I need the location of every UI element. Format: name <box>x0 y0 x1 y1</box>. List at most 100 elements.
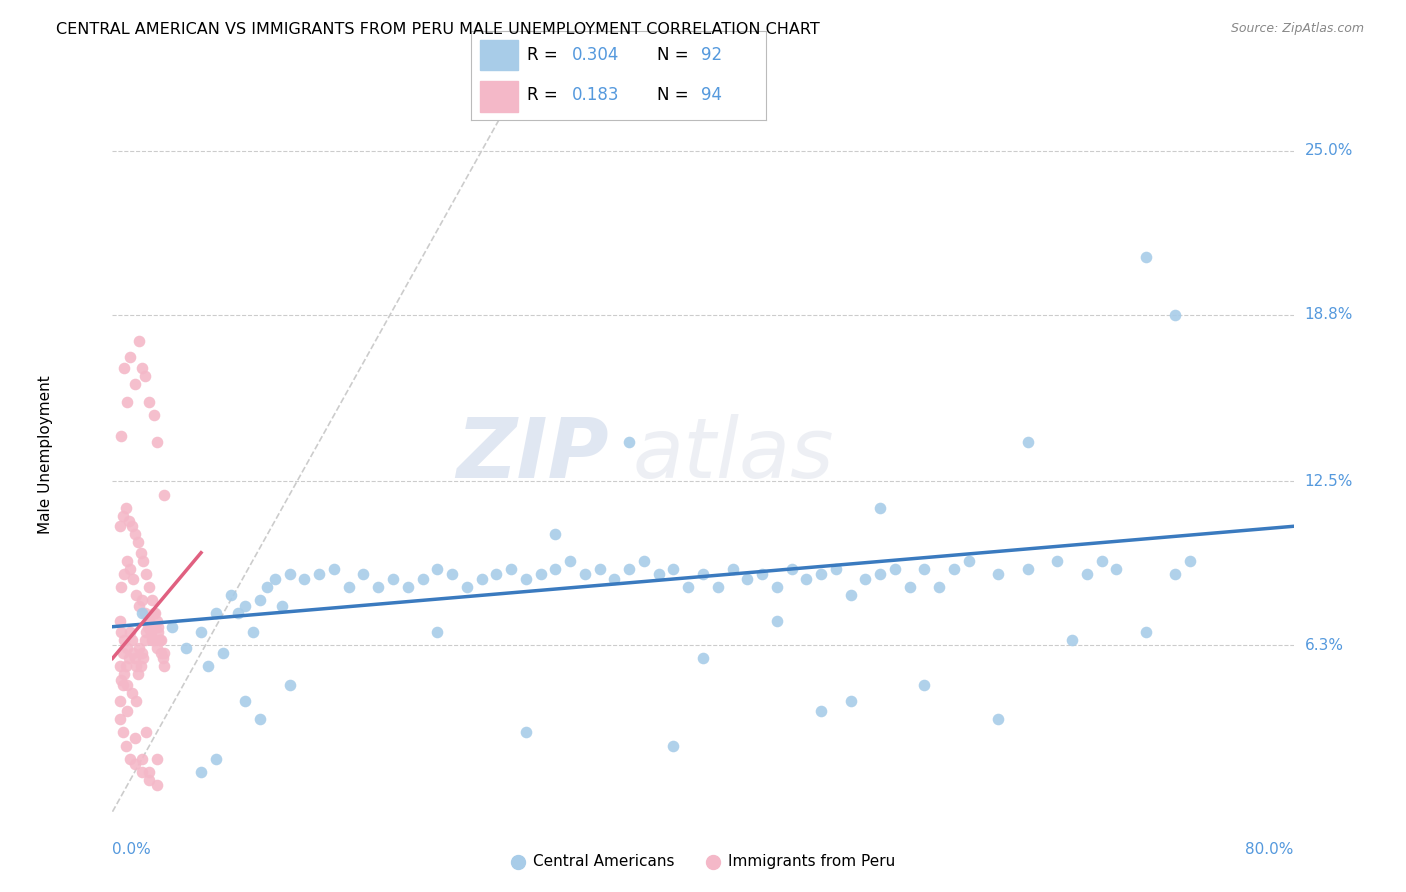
Point <box>131 607 153 621</box>
Point <box>128 334 150 349</box>
Point <box>1135 625 1157 640</box>
Point <box>131 752 153 766</box>
Point <box>987 566 1010 581</box>
Point <box>136 615 159 629</box>
Point <box>796 572 818 586</box>
Point <box>337 580 360 594</box>
Point <box>558 554 582 568</box>
Text: Source: ZipAtlas.com: Source: ZipAtlas.com <box>1230 22 1364 36</box>
Point <box>152 651 174 665</box>
Point <box>108 712 131 726</box>
Point <box>135 725 157 739</box>
Point <box>824 561 846 575</box>
Point <box>1164 566 1187 581</box>
Point <box>124 376 146 391</box>
Point <box>367 580 389 594</box>
Point <box>114 739 136 753</box>
Point <box>544 561 567 575</box>
Point <box>278 678 301 692</box>
Text: N =: N = <box>657 87 695 104</box>
Point <box>111 678 134 692</box>
Point <box>441 566 464 581</box>
Point <box>292 572 315 586</box>
Point <box>219 588 242 602</box>
Point <box>114 659 136 673</box>
Point <box>112 632 135 647</box>
Point <box>132 554 155 568</box>
Point <box>108 519 131 533</box>
Point <box>1017 561 1039 575</box>
Point <box>426 625 449 640</box>
Point <box>662 739 685 753</box>
Point <box>131 360 153 375</box>
Point <box>352 566 374 581</box>
Point <box>839 694 862 708</box>
Point <box>271 599 294 613</box>
Point <box>898 580 921 594</box>
Text: R =: R = <box>527 87 564 104</box>
Point <box>1164 308 1187 322</box>
Point <box>134 632 156 647</box>
Point <box>108 615 131 629</box>
Point <box>125 694 148 708</box>
Point <box>190 625 212 640</box>
Point <box>456 580 478 594</box>
Text: atlas: atlas <box>633 415 834 495</box>
Point <box>647 566 671 581</box>
Point <box>122 646 145 660</box>
Point <box>131 765 153 780</box>
Point <box>1178 554 1201 568</box>
Point <box>111 508 134 523</box>
Point <box>127 535 149 549</box>
Point <box>174 640 197 655</box>
Point <box>110 673 132 687</box>
Point <box>110 625 132 640</box>
Point <box>149 632 172 647</box>
Text: Male Unemployment: Male Unemployment <box>38 376 53 534</box>
Point <box>574 566 596 581</box>
Point <box>485 566 508 581</box>
Point <box>869 500 891 515</box>
Point <box>146 640 169 655</box>
Point <box>692 566 714 581</box>
Point <box>143 620 166 634</box>
Point <box>121 519 143 533</box>
Point <box>470 572 494 586</box>
Point <box>120 752 142 766</box>
Point <box>515 725 537 739</box>
Text: 6.3%: 6.3% <box>1305 638 1344 653</box>
Point <box>134 607 156 621</box>
Point <box>855 572 877 586</box>
Point <box>278 566 301 581</box>
Point <box>112 566 135 581</box>
Point <box>141 593 163 607</box>
Point <box>233 694 256 708</box>
Text: R =: R = <box>527 46 564 64</box>
Point <box>721 561 744 575</box>
Point <box>118 651 141 665</box>
Point <box>148 625 170 640</box>
Point <box>128 640 150 655</box>
Point <box>146 615 169 629</box>
Point <box>131 593 153 607</box>
Point <box>125 588 148 602</box>
Point <box>242 625 264 640</box>
Point <box>914 561 936 575</box>
Point <box>249 593 271 607</box>
Point <box>132 651 155 665</box>
Point <box>737 572 759 586</box>
Point <box>1062 632 1084 647</box>
Point <box>127 667 149 681</box>
Point <box>138 615 160 629</box>
Point <box>146 434 169 449</box>
Point <box>135 625 157 640</box>
Point <box>153 646 176 660</box>
Point <box>190 765 212 780</box>
Point <box>780 561 803 575</box>
Point <box>692 651 714 665</box>
Point <box>138 395 160 409</box>
Point <box>928 580 950 594</box>
Point <box>205 752 228 766</box>
Point <box>129 546 152 560</box>
Point <box>141 632 163 647</box>
